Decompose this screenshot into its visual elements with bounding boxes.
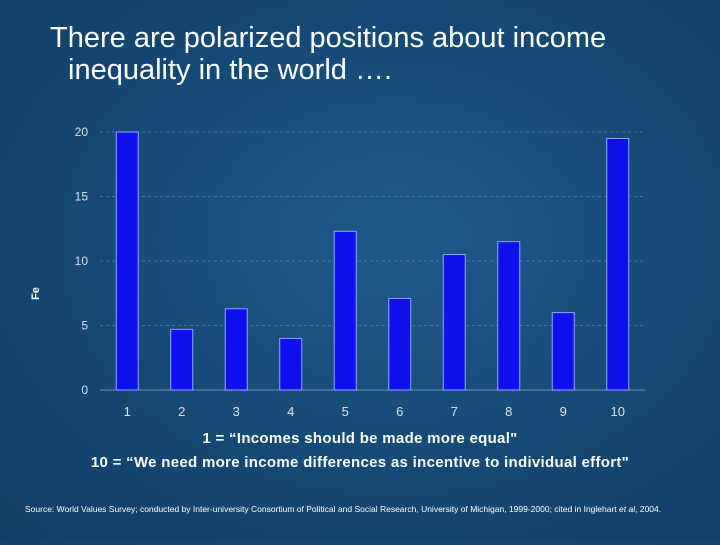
x-tick-label: 3: [233, 404, 240, 419]
bar: [497, 241, 521, 391]
source-suffix: , 2004.: [635, 504, 662, 514]
bar: [551, 312, 575, 391]
y-tick-label: 0: [81, 383, 88, 397]
x-tick-label: 1: [124, 404, 131, 419]
x-tick-label: 7: [451, 404, 458, 419]
bar: [115, 131, 139, 391]
x-tick-label: 6: [396, 404, 403, 419]
bar: [279, 337, 303, 391]
y-tick-label: 10: [75, 254, 89, 268]
y-tick-label: 15: [75, 190, 89, 204]
scale-caption-1: 1 = “Incomes should be made more equal": [202, 430, 518, 447]
source-text: Source: World Values Survey; conducted b…: [25, 504, 620, 514]
title-line-1: There are polarized positions about inco…: [50, 22, 607, 54]
bar: [606, 137, 630, 391]
y-tick-label: 20: [75, 125, 89, 139]
scale-caption-10: 10 = “We need more income differences as…: [90, 454, 630, 471]
bar: [224, 308, 248, 391]
source-note: Source: World Values Survey; conducted b…: [25, 503, 695, 515]
x-tick-label: 10: [611, 404, 625, 419]
x-tick-label: 4: [287, 404, 294, 419]
bar: [333, 230, 357, 391]
slide-title: There are polarized positions about inco…: [50, 22, 690, 86]
x-tick-label: 2: [178, 404, 185, 419]
x-tick-label: 8: [505, 404, 512, 419]
title-line-2: inequality in the world ….: [68, 54, 392, 86]
bar: [388, 297, 412, 391]
x-tick-label: 9: [560, 404, 567, 419]
x-tick-label: 5: [342, 404, 349, 419]
bar: [170, 328, 194, 391]
y-tick-label: 5: [81, 319, 88, 333]
bar: [442, 254, 466, 391]
y-axis-label: Fе: [30, 287, 42, 300]
source-italic: et al: [619, 504, 636, 514]
